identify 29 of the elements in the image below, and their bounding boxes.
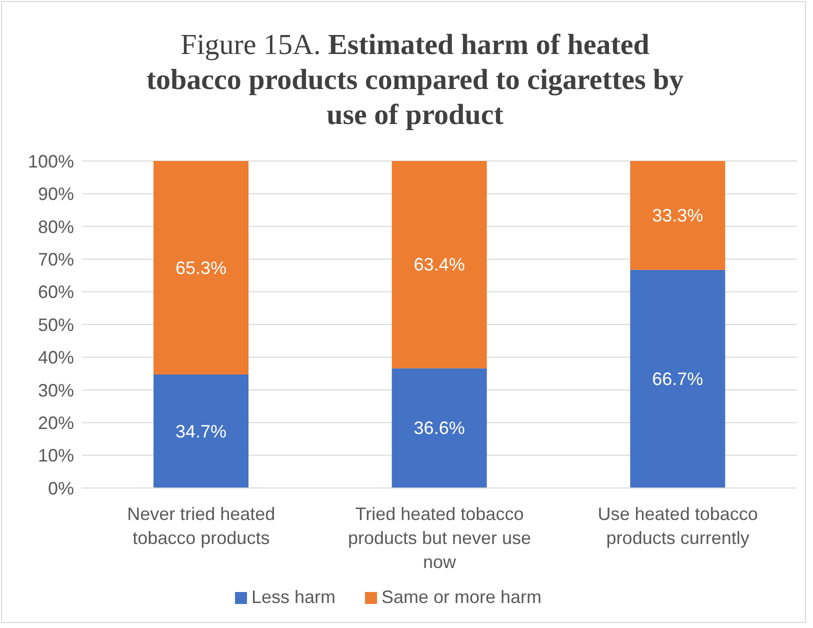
data-label: 34.7% xyxy=(175,421,227,442)
bar xyxy=(630,270,726,488)
data-label: 36.6% xyxy=(414,418,465,438)
y-tick-label: 30% xyxy=(38,380,74,400)
y-tick-label: 10% xyxy=(38,446,74,466)
y-tick-label: 40% xyxy=(38,348,74,368)
y-tick-label: 60% xyxy=(38,282,74,302)
data-label: 33.3% xyxy=(652,205,704,226)
bar xyxy=(630,161,726,270)
legend-label: Same or more harm xyxy=(381,587,542,607)
y-tick-label: 80% xyxy=(38,216,74,237)
data-label: 66.7% xyxy=(652,368,704,389)
chart-title: Figure 15A. Estimated harm of heated tobacco products compared to cigarettes by use of product xyxy=(146,29,684,131)
data-label: 63.4% xyxy=(414,254,465,275)
data-label: 65.3% xyxy=(175,258,227,278)
y-tick-label: 20% xyxy=(38,412,74,433)
bar xyxy=(154,374,248,488)
y-tick-label: 50% xyxy=(38,314,74,335)
x-tick-label: Use heated tobacco products currently xyxy=(598,504,758,548)
y-tick-label: 100% xyxy=(28,151,74,172)
x-tick-label: Tried heated tobacco products but never use now xyxy=(348,504,532,572)
bar xyxy=(392,161,487,368)
bar xyxy=(154,161,248,375)
y-tick-label: 90% xyxy=(38,184,74,204)
bar xyxy=(392,368,487,488)
y-tick-label: 70% xyxy=(38,249,74,270)
legend-label: Less harm xyxy=(251,587,336,607)
x-tick-label: Never tried heated tobacco products xyxy=(127,504,276,548)
y-tick-label: 0% xyxy=(48,478,74,498)
